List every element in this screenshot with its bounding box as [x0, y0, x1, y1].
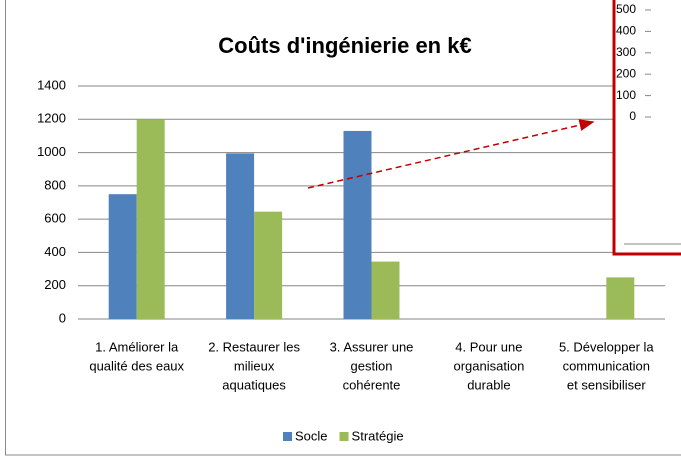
- legend-swatch: [339, 432, 349, 441]
- y-tick-label: 400: [616, 24, 636, 38]
- y-tick-label: 0: [59, 310, 66, 325]
- inset-frame: [612, 0, 681, 256]
- bar: [606, 277, 635, 319]
- legend-label: Stratégie: [352, 428, 404, 443]
- chart-title: Coûts d'ingénierie en k€: [218, 33, 471, 58]
- y-tick-label: 800: [44, 177, 66, 192]
- x-tick-label: qualité des eaux: [89, 358, 184, 373]
- arrow: [307, 119, 595, 189]
- x-tick-label: 5. Développer la: [559, 339, 654, 354]
- x-tick-label: et sensibiliser: [567, 377, 646, 392]
- x-tick-label: aquatiques: [222, 377, 286, 392]
- x-tick-label: cohérente: [343, 377, 401, 392]
- bar: [108, 194, 137, 319]
- y-tick-label: 300: [616, 45, 636, 59]
- bar: [371, 261, 400, 319]
- x-tick-label: gestion: [351, 358, 393, 373]
- y-tick-label: 1200: [37, 111, 66, 126]
- bar: [343, 130, 372, 319]
- x-tick-label: durable: [467, 377, 510, 392]
- y-tick-label: 200: [616, 66, 636, 80]
- x-tick-label: organisation: [453, 358, 524, 373]
- bar: [254, 211, 283, 319]
- y-tick-label: 100: [616, 88, 636, 102]
- y-tick-label: 600: [44, 211, 66, 226]
- y-tick-label: 1000: [37, 144, 66, 159]
- x-tick-label: milieux: [234, 358, 275, 373]
- y-tick-label: 0: [629, 109, 636, 123]
- x-tick-label: 4. Pour une: [455, 339, 522, 354]
- x-tick-label: 2. Restaurer les: [208, 339, 300, 354]
- x-tick-label: communication: [563, 358, 650, 373]
- x-tick-label: 3. Assurer une: [330, 339, 414, 354]
- x-tick-label: 1. Améliorer la: [95, 339, 179, 354]
- bar: [226, 153, 255, 319]
- y-tick-label: 1400: [37, 77, 66, 92]
- y-tick-label: 200: [44, 277, 66, 292]
- legend-swatch: [283, 432, 292, 441]
- y-tick-label: 500: [616, 2, 636, 16]
- legend-label: Socle: [295, 428, 328, 443]
- y-tick-label: 400: [44, 244, 66, 259]
- bar: [136, 119, 165, 320]
